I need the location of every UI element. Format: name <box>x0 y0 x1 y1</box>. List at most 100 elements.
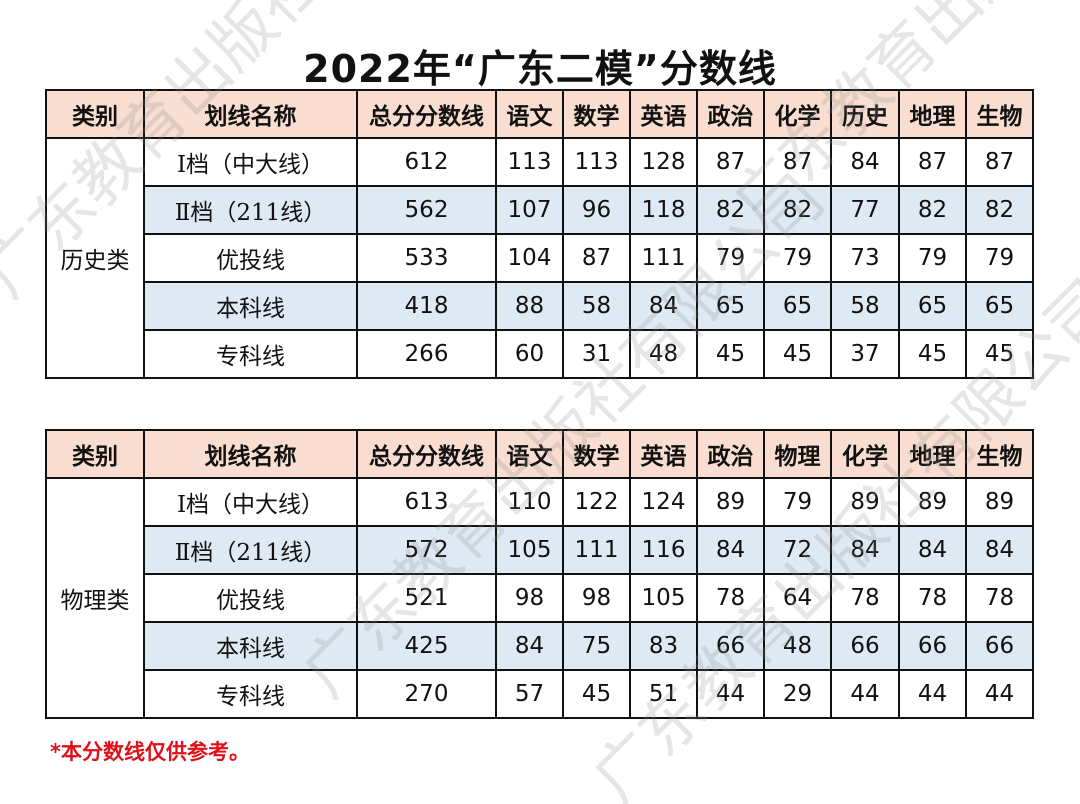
total-score-cell: 270 <box>356 669 497 719</box>
subject-score-cell: 48 <box>763 621 832 671</box>
table-row: 本科线 418 88 58 84 65 65 58 65 65 <box>46 281 1034 331</box>
header-total-score: 总分分数线 <box>356 89 497 139</box>
subject-score-cell: 58 <box>830 281 900 331</box>
subject-score-cell: 37 <box>830 329 900 379</box>
subject-score-cell: 83 <box>629 621 698 671</box>
subject-score-cell: 124 <box>629 477 698 527</box>
total-score-cell: 613 <box>356 477 497 527</box>
table-row: Ⅱ档（211线） 572 105 111 116 84 72 84 84 84 <box>46 525 1034 575</box>
subject-score-cell: 45 <box>763 329 832 379</box>
subject-score-cell: 84 <box>965 525 1034 575</box>
subject-score-cell: 116 <box>629 525 698 575</box>
header-subject: 生物 <box>965 429 1034 479</box>
subject-score-cell: 51 <box>629 669 698 719</box>
subject-score-cell: 45 <box>898 329 967 379</box>
total-score-cell: 533 <box>356 233 497 283</box>
subject-score-cell: 84 <box>495 621 564 671</box>
subject-score-cell: 78 <box>830 573 900 623</box>
subject-score-cell: 113 <box>562 137 631 187</box>
subject-score-cell: 45 <box>562 669 631 719</box>
line-name-cell: 本科线 <box>143 281 358 331</box>
table-row: 物理类 Ⅰ档（中大线） 613 110 122 124 89 79 89 89 89 <box>45 477 1034 719</box>
total-score-cell: 572 <box>356 525 497 575</box>
subject-score-cell: 84 <box>629 281 698 331</box>
line-name-cell: 优投线 <box>143 573 358 623</box>
header-subject: 数学 <box>562 89 631 139</box>
subject-score-cell: 82 <box>763 185 832 235</box>
subject-score-cell: 31 <box>562 329 631 379</box>
footnote: *本分数线仅供参考。 <box>50 740 250 764</box>
header-subject: 地理 <box>898 429 967 479</box>
total-score-cell: 562 <box>356 185 497 235</box>
subject-score-cell: 122 <box>562 477 631 527</box>
subject-score-cell: 110 <box>495 477 564 527</box>
subject-score-cell: 57 <box>495 669 564 719</box>
header-subject: 化学 <box>830 429 900 479</box>
subject-score-cell: 87 <box>562 233 631 283</box>
subject-score-cell: 79 <box>763 233 832 283</box>
category-cell: 物理类 <box>45 477 145 719</box>
header-line-name: 划线名称 <box>143 89 358 139</box>
subject-score-cell: 79 <box>696 233 765 283</box>
subject-score-cell: 48 <box>629 329 698 379</box>
table-row: 专科线 270 57 45 51 44 29 44 44 44 <box>46 669 1034 719</box>
header-subject: 英语 <box>629 89 698 139</box>
table-row: 优投线 533 104 87 111 79 79 73 79 79 <box>46 233 1034 283</box>
subject-score-cell: 111 <box>562 525 631 575</box>
total-score-cell: 612 <box>356 137 497 187</box>
header-subject: 历史 <box>830 89 900 139</box>
header-line-name: 划线名称 <box>143 429 358 479</box>
header-subject: 数学 <box>562 429 631 479</box>
header-subject: 政治 <box>696 429 765 479</box>
header-subject: 地理 <box>898 89 967 139</box>
subject-score-cell: 118 <box>629 185 698 235</box>
total-score-cell: 418 <box>356 281 497 331</box>
subject-score-cell: 79 <box>898 233 967 283</box>
subject-score-cell: 44 <box>696 669 765 719</box>
header-subject: 语文 <box>495 429 564 479</box>
subject-score-cell: 82 <box>898 185 967 235</box>
subject-score-cell: 78 <box>965 573 1034 623</box>
line-name-cell: 优投线 <box>143 233 358 283</box>
category-cell: 历史类 <box>45 137 145 379</box>
subject-score-cell: 75 <box>562 621 631 671</box>
subject-score-cell: 87 <box>965 137 1034 187</box>
subject-score-cell: 84 <box>898 525 967 575</box>
subject-score-cell: 98 <box>562 573 631 623</box>
line-name-cell: 专科线 <box>143 329 358 379</box>
subject-score-cell: 44 <box>965 669 1034 719</box>
subject-score-cell: 65 <box>696 281 765 331</box>
subject-score-cell: 66 <box>830 621 900 671</box>
subject-score-cell: 66 <box>898 621 967 671</box>
subject-score-cell: 77 <box>830 185 900 235</box>
line-name-cell: 本科线 <box>143 621 358 671</box>
subject-score-cell: 66 <box>696 621 765 671</box>
subject-score-cell: 98 <box>495 573 564 623</box>
history-score-table: 类别 划线名称 总分分数线 语文 数学 英语 政治 化学 历史 地理 生物 历史… <box>45 89 1034 379</box>
header-subject: 政治 <box>696 89 765 139</box>
table-row: 优投线 521 98 98 105 78 64 78 78 78 <box>46 573 1034 623</box>
table-header-row: 类别 划线名称 总分分数线 语文 数学 英语 政治 物理 化学 地理 生物 <box>45 429 1034 479</box>
subject-score-cell: 60 <box>495 329 564 379</box>
subject-score-cell: 96 <box>562 185 631 235</box>
total-score-cell: 521 <box>356 573 497 623</box>
header-total-score: 总分分数线 <box>356 429 497 479</box>
table-row: 本科线 425 84 75 83 66 48 66 66 66 <box>46 621 1034 671</box>
subject-score-cell: 82 <box>696 185 765 235</box>
subject-score-cell: 105 <box>629 573 698 623</box>
subject-score-cell: 84 <box>830 137 900 187</box>
subject-score-cell: 87 <box>763 137 832 187</box>
table-header-row: 类别 划线名称 总分分数线 语文 数学 英语 政治 化学 历史 地理 生物 <box>45 89 1034 139</box>
subject-score-cell: 44 <box>830 669 900 719</box>
subject-score-cell: 87 <box>696 137 765 187</box>
subject-score-cell: 79 <box>965 233 1034 283</box>
subject-score-cell: 58 <box>562 281 631 331</box>
subject-score-cell: 45 <box>696 329 765 379</box>
header-subject: 生物 <box>965 89 1034 139</box>
header-subject: 语文 <box>495 89 564 139</box>
history-table-body: 历史类 Ⅰ档（中大线） 612 113 113 128 87 87 84 87 87 Ⅱ档（211线）… <box>45 137 1034 379</box>
subject-score-cell: 29 <box>763 669 832 719</box>
header-category: 类别 <box>45 429 145 479</box>
subject-score-cell: 113 <box>495 137 564 187</box>
subject-score-cell: 78 <box>898 573 967 623</box>
